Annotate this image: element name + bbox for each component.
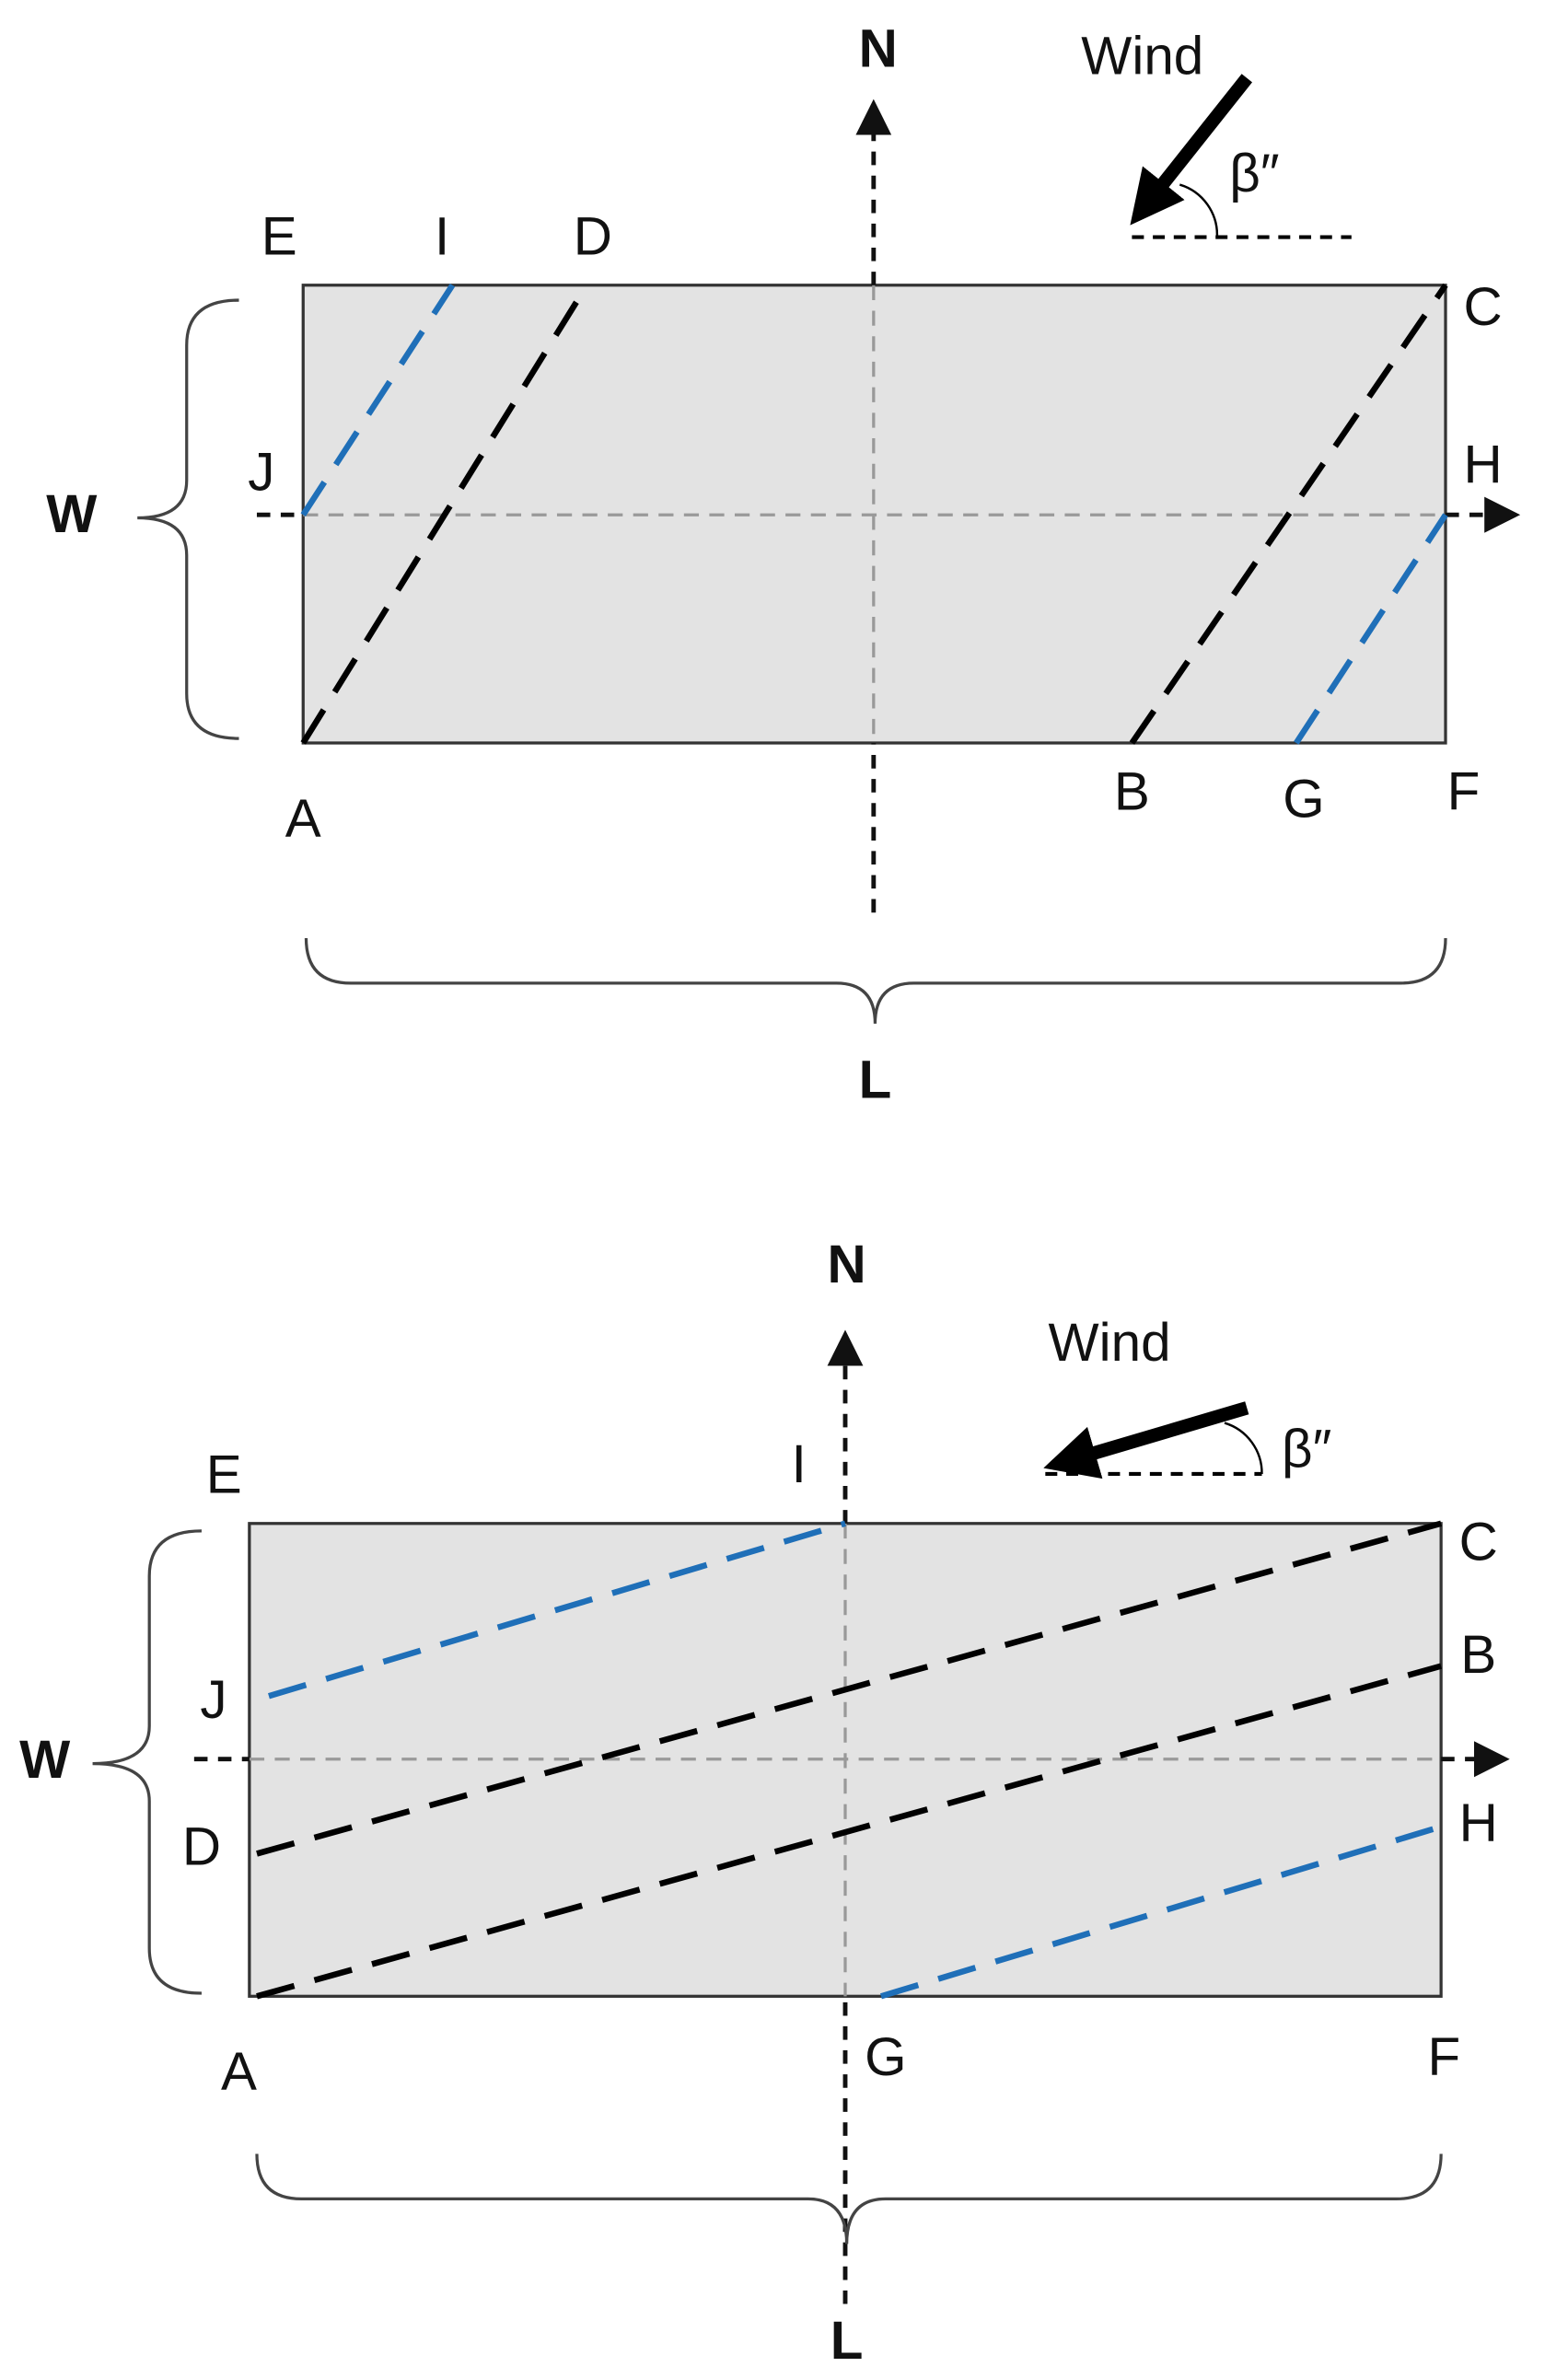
angle-label: β″ [1282, 1420, 1331, 1479]
wind-label: Wind [1049, 1313, 1171, 1373]
point-label: F [1447, 761, 1481, 821]
point-label: E [261, 206, 297, 266]
wind-arrow [1043, 1401, 1249, 1479]
length-label: L [859, 1050, 892, 1109]
angle-arc [1224, 1421, 1263, 1474]
point-label: E [206, 1445, 242, 1504]
point-label: G [1283, 770, 1324, 830]
length-label: L [830, 2311, 864, 2367]
point-label: J [200, 1670, 226, 1730]
point-label: H [1463, 435, 1502, 494]
top-diagram: N Wind β″ E I D C J H W A B G F L [46, 18, 1521, 1110]
width-label: W [19, 1730, 71, 1790]
wind-arrow [1130, 74, 1252, 226]
row-line [879, 1823, 1443, 2000]
point-label: B [1460, 1625, 1496, 1685]
row-line [1129, 283, 1448, 745]
point-label: G [865, 2027, 906, 2087]
row-line [268, 1520, 846, 1700]
length-brace [255, 2153, 1443, 2245]
point-label: A [285, 789, 321, 849]
width-brace [137, 298, 239, 740]
row-line [300, 283, 456, 516]
north-label: N [859, 18, 898, 78]
north-label: N [828, 1235, 866, 1294]
row-line [256, 1520, 1443, 1857]
point-label: D [574, 206, 612, 266]
point-label: C [1459, 1513, 1498, 1572]
point-label: H [1459, 1793, 1498, 1852]
point-label: C [1463, 277, 1502, 337]
point-label: I [792, 1434, 807, 1494]
angle-arc [1179, 183, 1219, 238]
length-brace [304, 937, 1447, 1024]
point-label: F [1428, 2027, 1461, 2087]
bottom-diagram: N Wind β″ E I C J B W D H A G F L [19, 1235, 1510, 2367]
row-line [1294, 513, 1448, 745]
width-label: W [46, 484, 98, 544]
point-label: D [182, 1817, 221, 1877]
point-label: J [248, 442, 274, 502]
point-label: A [221, 2042, 257, 2102]
point-label: B [1114, 761, 1150, 821]
row-line [256, 1663, 1443, 2000]
angle-label: β″ [1229, 144, 1279, 203]
width-brace [92, 1529, 202, 1995]
wind-label: Wind [1081, 27, 1203, 87]
point-label: I [435, 206, 449, 266]
row-line [300, 284, 590, 745]
